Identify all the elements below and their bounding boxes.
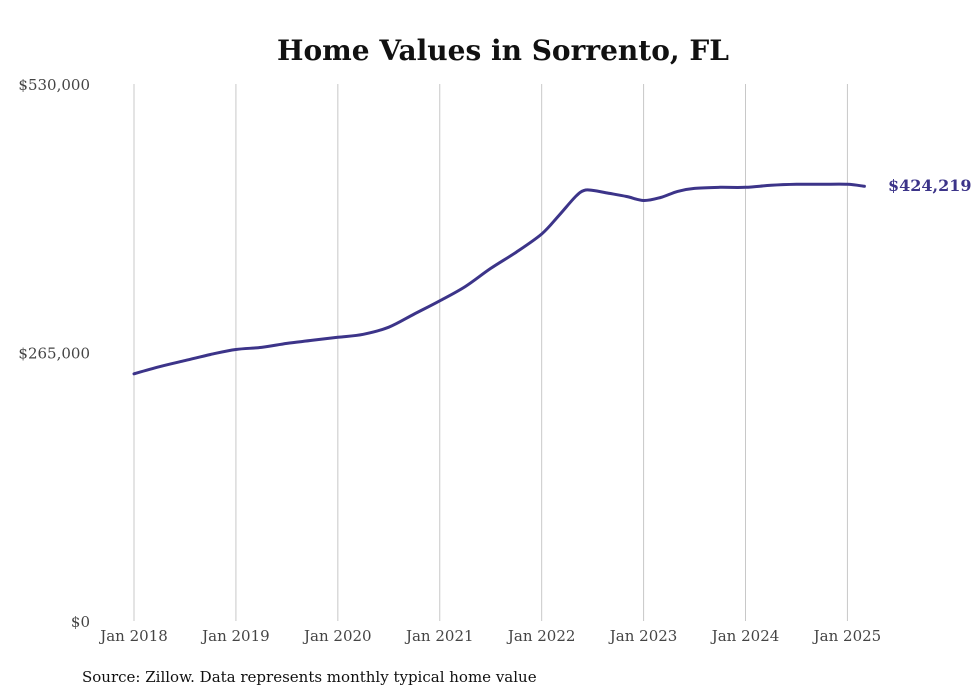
x-tick-label: Jan 2023 bbox=[608, 627, 678, 645]
y-axis-tick-labels: $0 $265,000 $530,000 bbox=[18, 76, 90, 631]
x-tick-label: Jan 2025 bbox=[812, 627, 882, 645]
latest-value-label: $424,219 bbox=[888, 176, 972, 195]
x-tick-label: Jan 2022 bbox=[506, 627, 576, 645]
x-tick-label: Jan 2020 bbox=[302, 627, 372, 645]
chart-title: Home Values in Sorrento, FL bbox=[277, 34, 729, 67]
x-tick-label: Jan 2019 bbox=[200, 627, 270, 645]
x-axis-tick-labels: Jan 2018 Jan 2019 Jan 2020 Jan 2021 Jan 2022… bbox=[98, 627, 881, 645]
y-tick-label: $265,000 bbox=[18, 345, 90, 363]
x-tick-label: Jan 2024 bbox=[710, 627, 780, 645]
y-tick-label: $530,000 bbox=[18, 76, 90, 94]
source-note: Source: Zillow. Data represents monthly … bbox=[82, 668, 537, 686]
y-tick-label: $0 bbox=[71, 613, 90, 631]
x-tick-label: Jan 2018 bbox=[98, 627, 168, 645]
grid-lines bbox=[133, 84, 848, 621]
x-tick-label: Jan 2021 bbox=[404, 627, 474, 645]
home-value-line bbox=[132, 182, 866, 376]
